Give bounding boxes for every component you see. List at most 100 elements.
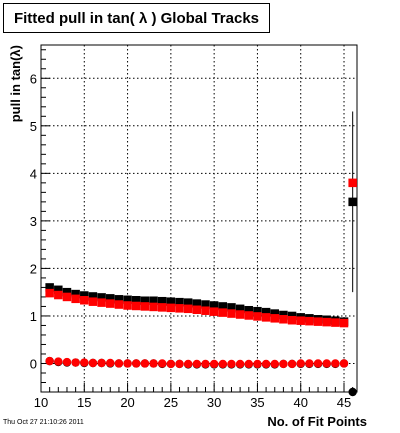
- mean-marker-red: [305, 316, 314, 326]
- sigma-marker-red: [192, 359, 202, 369]
- mean-marker-red: [45, 288, 54, 298]
- sigma-marker-red: [287, 359, 297, 369]
- y-tick-label: 3: [30, 214, 37, 229]
- sigma-marker-red: [114, 359, 124, 368]
- mean-marker-black: [45, 283, 54, 292]
- chart-title: Fitted pull in tan( λ ) Global Tracks: [13, 9, 260, 27]
- mean-marker-black: [54, 285, 63, 295]
- sigma-marker-red: [331, 359, 340, 368]
- mean-marker-red: [140, 302, 150, 311]
- sigma-marker-red: [253, 359, 262, 369]
- mean-marker-red: [192, 305, 202, 315]
- mean-marker-red: [62, 292, 72, 302]
- sigma-marker-red: [261, 359, 271, 369]
- mean-marker-red: [166, 303, 176, 313]
- mean-marker-black: [97, 293, 106, 302]
- mean-marker-red: [244, 311, 254, 320]
- mean-marker-black: [227, 303, 236, 312]
- mean-marker-black: [166, 297, 176, 306]
- mean-marker-black: [253, 306, 262, 316]
- mean-marker-red: [287, 315, 297, 325]
- x-tick-label: 35: [250, 395, 264, 410]
- y-tick-label: 2: [30, 261, 37, 276]
- marks-layer: [45, 111, 357, 397]
- mean-marker-black: [106, 294, 115, 303]
- x-tick-label: 40: [293, 395, 307, 410]
- sigma-marker-red: [80, 358, 89, 367]
- sigma-marker-red: [71, 358, 80, 367]
- mean-marker-red: [54, 290, 63, 300]
- chart-title-box: Fitted pull in tan( λ ) Global Tracks: [3, 3, 270, 33]
- mean-marker-red: [97, 298, 106, 307]
- sigma-marker-red: [227, 359, 236, 369]
- mean-marker-red: [270, 314, 280, 323]
- mean-marker-red: [279, 315, 288, 324]
- sigma-marker-red: [106, 358, 115, 368]
- mean-marker-red: [80, 296, 89, 305]
- y-axis-label: pull in tan(λ): [8, 45, 23, 122]
- sigma-marker-red: [97, 358, 106, 368]
- y-tick-label: 1: [30, 309, 37, 324]
- sigma-marker-red: [175, 359, 184, 369]
- mean-marker-black: [279, 310, 288, 320]
- mean-marker-black: [114, 295, 124, 304]
- mean-marker-black: [140, 296, 150, 305]
- sigma-marker-red: [209, 359, 219, 369]
- mean-marker-black: [209, 301, 219, 310]
- mean-marker-black: [201, 300, 210, 309]
- mean-marker-black: [183, 298, 193, 307]
- sigma-marker-red: [123, 359, 132, 368]
- mean-marker-red: [114, 300, 124, 309]
- sigma-marker-red: [62, 357, 72, 367]
- sigma-marker-red: [166, 359, 176, 369]
- x-tick-label: 15: [77, 395, 91, 410]
- timestamp: Thu Oct 27 21:10:26 2011: [3, 419, 84, 426]
- y-tick-label: 4: [30, 166, 37, 181]
- mean-marker-red: [157, 303, 167, 312]
- sigma-marker-red: [132, 359, 141, 368]
- sigma-marker-red: [218, 359, 228, 369]
- mean-marker-black: [192, 299, 202, 308]
- mean-marker-red: [209, 307, 219, 316]
- sigma-marker-red: [244, 359, 253, 369]
- x-tick-label: 25: [164, 395, 178, 410]
- mean-marker-black: [244, 305, 254, 315]
- mean-marker-black: [287, 311, 297, 321]
- y-tick-label: 0: [30, 356, 37, 371]
- grid-layer: [40, 45, 357, 392]
- mean-marker-black: [218, 302, 228, 311]
- y-tick-label: 5: [30, 119, 37, 134]
- mean-marker-black: [149, 296, 158, 305]
- mean-marker-red: [149, 302, 158, 312]
- x-tick-label: 30: [207, 395, 221, 410]
- sigma-marker-red: [313, 359, 323, 368]
- sigma-marker-red: [296, 359, 305, 368]
- mean-marker-black: [71, 289, 80, 299]
- sigma-marker-red: [322, 359, 331, 368]
- mean-marker-red: [313, 317, 323, 326]
- mean-marker-black: [261, 307, 271, 317]
- x-tick-label: 10: [34, 395, 48, 410]
- sigma-marker-red: [270, 359, 279, 369]
- mean-marker-red: [71, 294, 80, 304]
- sigma-marker-red: [158, 359, 167, 368]
- x-tick-label: 45: [337, 395, 351, 410]
- mean-marker-black: [157, 296, 167, 306]
- sigma-marker-red: [235, 359, 245, 369]
- mean-marker-red: [331, 318, 340, 327]
- mean-marker-black: [131, 296, 141, 305]
- mean-marker-red: [106, 299, 115, 308]
- y-tick-label: 6: [30, 71, 37, 86]
- x-tick-label: 20: [120, 395, 134, 410]
- mean-marker-black: [123, 295, 132, 305]
- overflow-sigma-marker-black: [348, 387, 357, 397]
- mean-marker-black: [88, 292, 98, 301]
- mean-marker-red: [296, 316, 305, 325]
- mean-marker-black: [80, 291, 89, 300]
- sigma-marker-red: [149, 359, 158, 368]
- mean-marker-red: [88, 297, 98, 306]
- sigma-marker-red: [305, 359, 314, 368]
- x-axis-label: No. of Fit Points: [267, 414, 367, 429]
